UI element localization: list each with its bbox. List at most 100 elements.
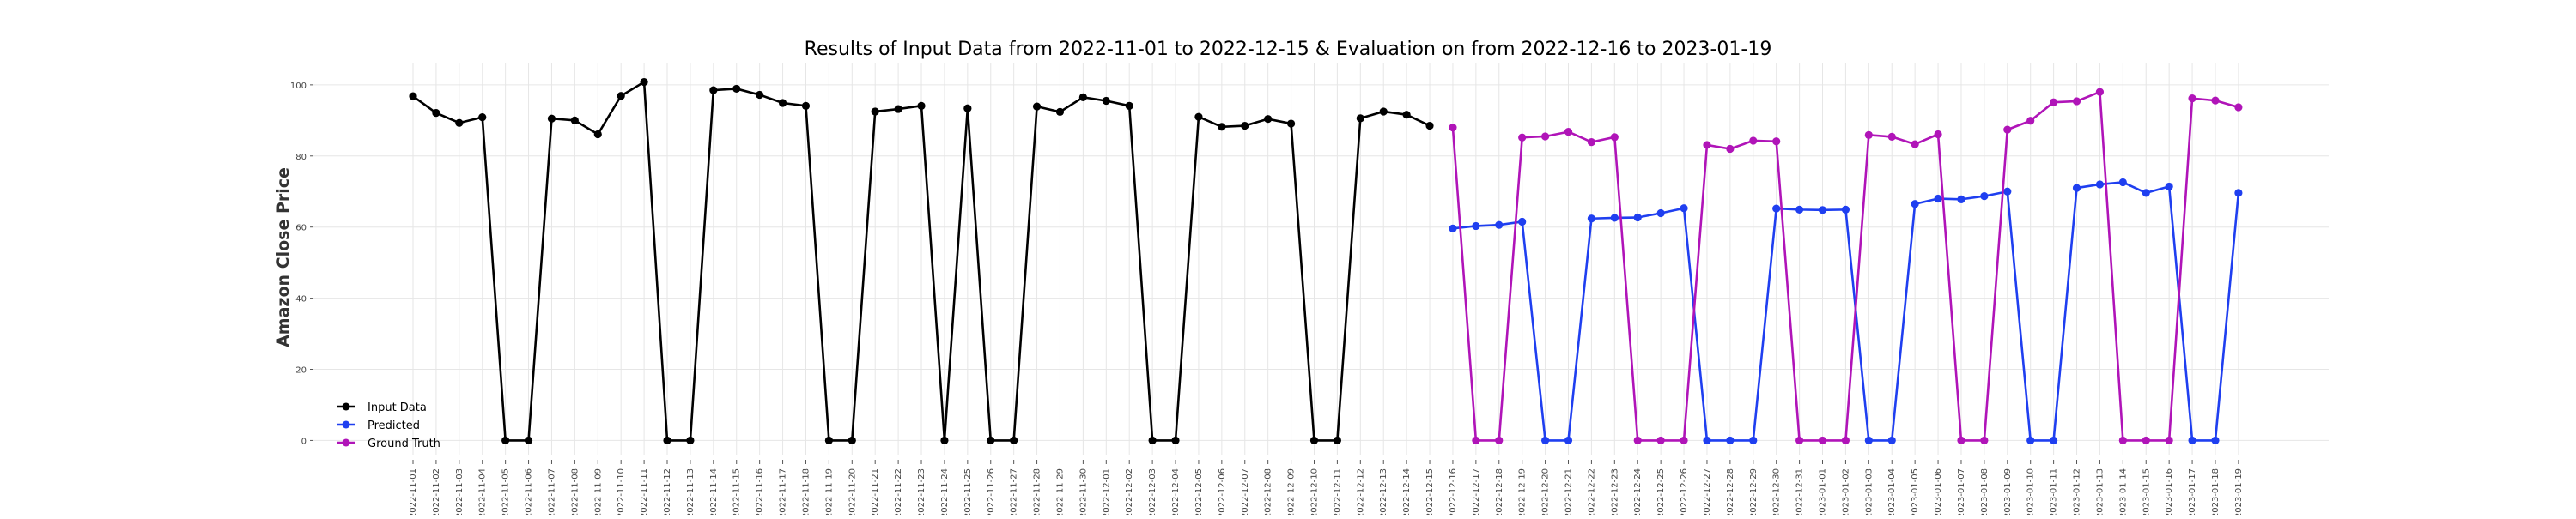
data-point-input-data xyxy=(1032,102,1042,111)
x-tick-label: 2022-12-06 xyxy=(1218,468,1227,515)
x-tick-label: 2022-12-04 xyxy=(1171,468,1181,515)
x-tick-label: 2022-11-08 xyxy=(570,468,580,515)
data-point-input-data xyxy=(1102,96,1110,106)
x-tick-label: 2022-11-28 xyxy=(1033,468,1042,515)
x-tick-label: 2022-12-01 xyxy=(1102,468,1111,515)
x-tick-label: 2022-12-31 xyxy=(1795,468,1805,515)
x-tick-label: 2022-11-23 xyxy=(917,468,927,515)
data-point-ground-truth xyxy=(1957,436,1965,445)
x-tick-label: 2022-11-15 xyxy=(732,468,742,515)
data-point-predicted xyxy=(1495,220,1504,229)
data-point-predicted xyxy=(2118,178,2127,187)
legend-item-ground-truth: Ground Truth xyxy=(337,438,440,450)
data-point-ground-truth xyxy=(1656,436,1665,445)
x-tick-label: 2022-11-20 xyxy=(848,468,857,515)
y-tick-label: 60 xyxy=(295,224,307,233)
data-point-ground-truth xyxy=(1726,144,1735,154)
data-point-input-data xyxy=(1171,436,1180,445)
data-point-input-data xyxy=(640,77,648,87)
data-point-predicted xyxy=(1656,208,1665,218)
legend-item-input-data: Input Data xyxy=(337,401,427,414)
x-tick-label: 2022-12-05 xyxy=(1194,468,1204,515)
data-point-input-data xyxy=(478,112,487,122)
data-point-ground-truth xyxy=(1610,133,1619,142)
data-point-input-data xyxy=(987,436,995,445)
x-tick-label: 2022-11-16 xyxy=(756,468,765,515)
x-tick-label: 2022-12-18 xyxy=(1495,468,1504,515)
x-tick-label: 2022-11-12 xyxy=(663,468,672,515)
x-tick-label: 2022-12-03 xyxy=(1148,468,1157,515)
data-point-input-data xyxy=(1333,436,1341,445)
x-tick-label: 2022-11-25 xyxy=(963,468,973,515)
data-point-predicted xyxy=(2188,436,2196,445)
data-point-ground-truth xyxy=(2072,97,2081,106)
series-input-data xyxy=(409,77,1434,445)
data-point-input-data xyxy=(963,104,972,112)
data-point-input-data xyxy=(1125,101,1133,110)
x-tick-label: 2023-01-11 xyxy=(2050,468,2059,515)
data-point-input-data xyxy=(432,109,440,118)
data-point-ground-truth xyxy=(2003,125,2012,134)
x-tick-label: 2022-11-19 xyxy=(824,468,834,515)
x-tick-label: 2022-11-26 xyxy=(987,468,996,515)
data-point-predicted xyxy=(1587,214,1596,223)
x-tick-label: 2023-01-10 xyxy=(2026,468,2036,515)
data-point-input-data xyxy=(686,436,695,445)
series-ground-truth xyxy=(1449,88,2243,445)
x-tick-label: 2022-11-24 xyxy=(940,468,950,515)
y-tick-label: 0 xyxy=(301,437,307,446)
x-tick-label: 2022-12-09 xyxy=(1287,468,1297,515)
x-tick-label: 2022-12-23 xyxy=(1610,468,1619,515)
data-point-ground-truth xyxy=(2142,436,2150,445)
data-point-ground-truth xyxy=(1818,436,1827,445)
x-tick-label: 2022-11-05 xyxy=(501,468,511,515)
x-tick-label: 2022-11-03 xyxy=(455,468,465,515)
legend-label-input-data: Input Data xyxy=(368,401,427,414)
x-tick-label: 2023-01-14 xyxy=(2118,468,2128,515)
x-tick-label: 2023-01-19 xyxy=(2234,468,2244,515)
data-point-input-data xyxy=(778,99,787,107)
y-axis-label: Amazon Close Price xyxy=(274,167,293,347)
data-point-predicted xyxy=(2026,436,2035,445)
data-point-predicted xyxy=(2072,184,2081,192)
data-point-input-data xyxy=(1309,436,1319,445)
data-point-input-data xyxy=(409,92,417,100)
x-tick-label: 2022-11-07 xyxy=(547,468,556,515)
data-point-ground-truth xyxy=(2095,88,2105,96)
x-tick-label: 2022-11-09 xyxy=(593,468,603,515)
data-point-ground-truth xyxy=(1911,140,1919,148)
data-point-input-data xyxy=(617,92,625,100)
data-point-ground-truth xyxy=(1749,136,1758,145)
data-point-input-data xyxy=(848,436,856,445)
x-tick-label: 2022-12-28 xyxy=(1726,468,1735,515)
x-tick-label: 2023-01-12 xyxy=(2073,468,2082,515)
data-point-input-data xyxy=(1379,107,1388,116)
data-point-ground-truth xyxy=(1587,138,1596,147)
x-tick-label: 2023-01-15 xyxy=(2142,468,2151,515)
data-point-predicted xyxy=(1980,192,1989,201)
x-tick-label: 2022-11-13 xyxy=(686,468,696,515)
x-tick-label: 2023-01-08 xyxy=(1980,468,1990,515)
legend-swatch-marker xyxy=(342,402,350,411)
data-point-predicted xyxy=(2095,180,2105,189)
series-group xyxy=(409,77,2243,445)
x-tick-label: 2023-01-07 xyxy=(1957,468,1966,515)
data-point-predicted xyxy=(2142,189,2150,197)
data-point-input-data xyxy=(1356,114,1364,123)
data-point-predicted xyxy=(1818,206,1827,214)
x-tick-label: 2022-12-15 xyxy=(1425,468,1435,515)
data-point-predicted xyxy=(1772,204,1781,213)
x-tick-label: 2022-11-22 xyxy=(894,468,903,515)
data-point-ground-truth xyxy=(2234,103,2243,112)
data-point-ground-truth xyxy=(1633,436,1642,445)
data-point-ground-truth xyxy=(1703,141,1711,149)
data-point-ground-truth xyxy=(1518,133,1527,142)
data-point-input-data xyxy=(1010,436,1018,445)
x-tick-label: 2022-12-14 xyxy=(1402,468,1412,515)
legend-swatch-marker xyxy=(342,420,350,429)
data-point-predicted xyxy=(2211,436,2220,445)
data-point-predicted xyxy=(1472,221,1480,231)
x-tick-label: 2022-12-24 xyxy=(1633,468,1643,515)
data-point-input-data xyxy=(917,101,926,110)
x-tick-label: 2022-12-29 xyxy=(1749,468,1759,515)
